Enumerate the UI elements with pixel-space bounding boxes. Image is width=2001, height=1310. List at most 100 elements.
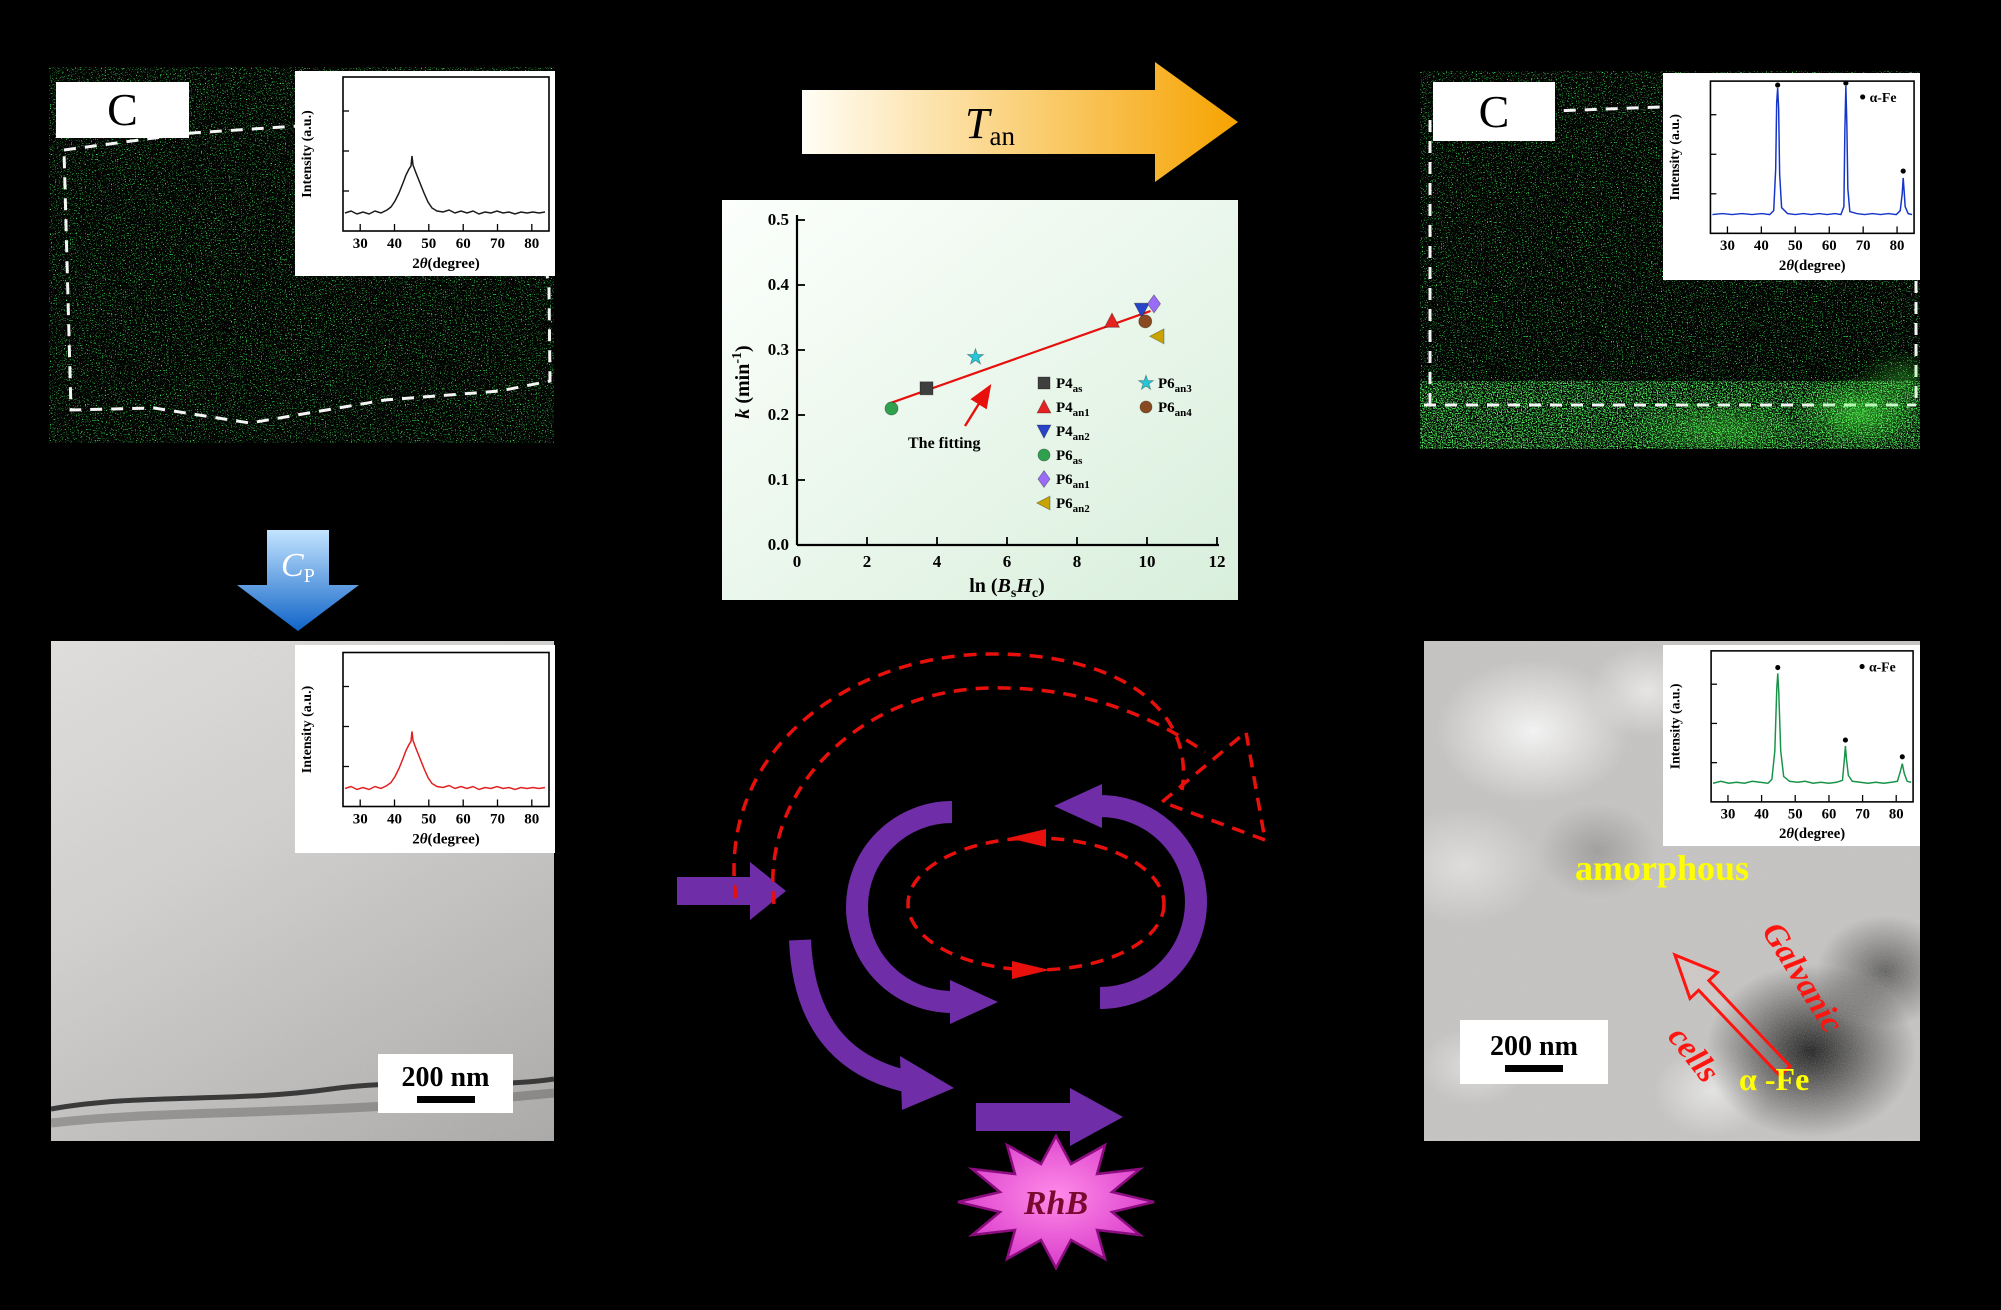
svg-text:50: 50 <box>421 812 436 828</box>
xrd-xlabel: 2θ(degree) <box>1779 826 1845 842</box>
data-point <box>966 347 985 366</box>
svg-text:40: 40 <box>387 812 402 828</box>
data-point <box>884 401 899 416</box>
purple-arrowheads <box>900 784 1102 1110</box>
svg-text:8: 8 <box>1073 552 1082 571</box>
data-point <box>1036 398 1052 414</box>
galvanic-reaction-cycle: RhB <box>677 652 1268 1271</box>
scale-bar-right: 200 nm <box>1460 1020 1608 1084</box>
svg-text:0: 0 <box>793 552 802 571</box>
scale-bar-left: 200 nm <box>378 1054 513 1113</box>
svg-text:2: 2 <box>863 552 872 571</box>
xrd-inset-annealed: 30 40 50 60 70 80 2θ(degree) Intensity (a.u… <box>1663 73 1920 280</box>
svg-text:80: 80 <box>1890 238 1905 254</box>
svg-text:0.2: 0.2 <box>768 405 789 424</box>
alpha-fe-legend: α-Fe <box>1869 659 1896 674</box>
xrd-xlabel: 2θ(degree) <box>412 832 480 848</box>
xrd-inset-annealed-green: 30 40 50 60 70 80 2θ(degree) Intensity (a.u… <box>1663 645 1920 846</box>
outflow-arrow <box>976 1088 1123 1146</box>
data-point <box>919 381 934 396</box>
lower-hook-arc <box>789 939 913 1093</box>
scale-bar-line <box>1505 1064 1563 1072</box>
y-tick-labels: 0.0 0.1 0.2 0.3 0.4 0.5 <box>768 210 790 554</box>
cp-arrow-body <box>237 530 359 631</box>
svg-text:P4as: P4as <box>1056 376 1083 395</box>
svg-text:30: 30 <box>1720 238 1735 254</box>
dense-speckle-band <box>1420 381 1920 449</box>
inner-circulation-loop <box>906 836 1166 972</box>
svg-text:30: 30 <box>353 236 368 252</box>
xrd-ylabel: Intensity (a.u.) <box>1668 684 1684 770</box>
data-point <box>1139 400 1153 414</box>
inflow-arrow <box>677 862 786 920</box>
svg-text:0.5: 0.5 <box>768 210 789 229</box>
svg-text:70: 70 <box>1855 807 1870 823</box>
xrd-curve-amorphous <box>344 155 546 215</box>
svg-text:0.4: 0.4 <box>768 275 790 294</box>
fitting-annotation-arrow <box>963 383 992 427</box>
peak-dots <box>1775 664 1905 760</box>
xrd-ylabel: Intensity (a.u.) <box>300 110 315 198</box>
element-label-top-right: C <box>1433 82 1555 141</box>
svg-text:0.0: 0.0 <box>768 535 789 554</box>
hollow-dashed-arrowhead <box>1158 728 1268 843</box>
svg-text:0.1: 0.1 <box>768 470 789 489</box>
svg-text:10: 10 <box>1139 552 1156 571</box>
svg-text:30: 30 <box>353 812 368 828</box>
svg-text:60: 60 <box>1822 807 1837 823</box>
svg-text:70: 70 <box>490 236 505 252</box>
svg-text:80: 80 <box>524 236 539 252</box>
data-point <box>1148 328 1165 345</box>
svg-text:60: 60 <box>456 812 471 828</box>
y-axis-label: k (min-1) <box>730 345 754 418</box>
inner-dashed-arc <box>771 686 1206 905</box>
amorphous-annotation: amorphous <box>1575 848 1750 888</box>
xrd-curve-alpha-fe <box>1712 86 1913 216</box>
svg-text:50: 50 <box>421 236 436 252</box>
fitting-annotation: The fitting <box>908 435 980 452</box>
data-point <box>1037 448 1051 462</box>
xrd-ticks <box>1711 683 1897 802</box>
svg-text:P6an4: P6an4 <box>1158 400 1192 419</box>
svg-text:12: 12 <box>1209 552 1226 571</box>
data-point <box>1036 424 1052 440</box>
annealing-arrow-body <box>802 62 1238 182</box>
scale-bar-line <box>416 1096 475 1103</box>
svg-text:40: 40 <box>387 236 402 252</box>
svg-text:0.3: 0.3 <box>768 340 789 359</box>
starburst-shape <box>957 1133 1155 1271</box>
svg-text:P4an2: P4an2 <box>1056 424 1090 443</box>
xrd-ticks <box>1710 114 1898 234</box>
svg-text:70: 70 <box>1856 238 1871 254</box>
kinetics-chart-panel: 0 2 4 6 8 10 12 0.0 0.1 0.2 0.3 0.4 0.5 k (min… <box>722 200 1238 600</box>
data-point <box>1133 302 1150 319</box>
xrd-ylabel: Intensity (a.u.) <box>300 685 315 773</box>
kinetics-points <box>884 294 1165 416</box>
xrd-curve-amorphous-red <box>344 731 546 791</box>
svg-text:50: 50 <box>1788 238 1803 254</box>
data-point <box>1037 469 1051 489</box>
svg-text:50: 50 <box>1788 807 1803 823</box>
outer-dashed-arc <box>732 652 1186 899</box>
data-point <box>1137 373 1155 391</box>
element-label-text: C <box>1478 85 1510 137</box>
svg-text:30: 30 <box>1721 807 1736 823</box>
annealing-arrow: Tan <box>802 62 1238 182</box>
xrd-tick-labels: 30 40 50 60 70 80 <box>1721 807 1904 823</box>
scale-bar-label: 200 nm <box>401 1062 490 1093</box>
xrd-inset-as-spun: 30 40 50 60 70 80 2θ(degree) Intensity (a.u… <box>295 71 555 276</box>
cp-arrow-label: CP <box>281 547 315 587</box>
x-tick-labels: 0 2 4 6 8 10 12 <box>793 552 1226 571</box>
svg-text:80: 80 <box>524 812 539 828</box>
svg-text:6: 6 <box>1003 552 1012 571</box>
element-label-top-left: C <box>56 82 189 138</box>
xrd-plot-p-amorphous: 30 40 50 60 70 80 2θ(degree) Intensity (a.u… <box>300 651 550 848</box>
svg-text:60: 60 <box>456 236 471 252</box>
xrd-plot-as-spun: 30 40 50 60 70 80 2θ(degree) Intensity (a.u… <box>300 76 550 272</box>
xrd-tick-labels: 30 40 50 60 70 80 <box>353 236 540 252</box>
purple-cycle-arcs <box>789 795 1207 1093</box>
xrd-plot-annealed-green: 30 40 50 60 70 80 2θ(degree) Intensity (a.u… <box>1668 650 1914 842</box>
svg-text:P6as: P6as <box>1056 448 1083 467</box>
galvanic-cells-arrow <box>1672 952 1793 1078</box>
